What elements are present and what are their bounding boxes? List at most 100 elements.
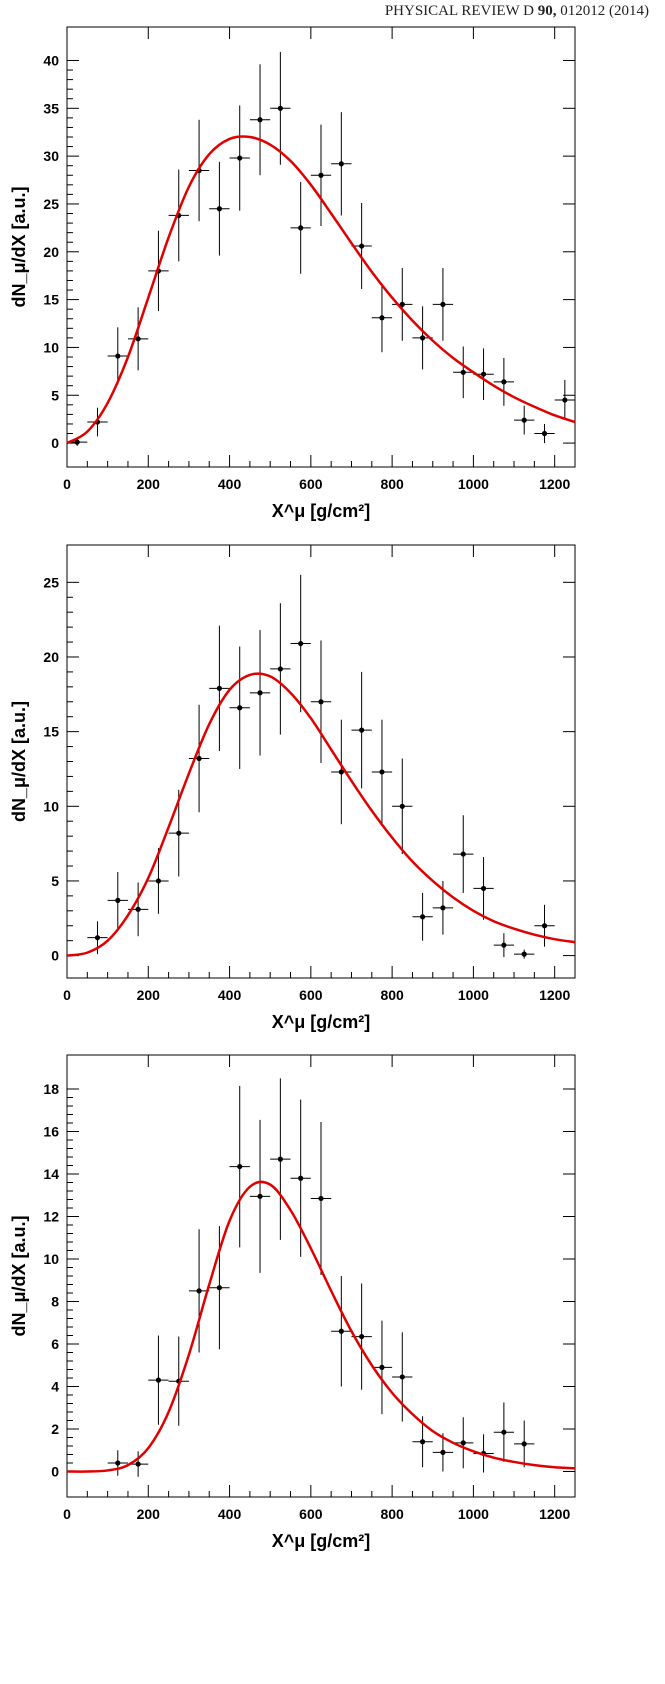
- x-axis-label: X^μ [g/cm²]: [272, 1531, 371, 1551]
- data-point: [216, 685, 222, 691]
- x-tick-label: 200: [137, 987, 161, 1003]
- data-point: [298, 640, 304, 647]
- data-point: [155, 1377, 162, 1383]
- data-point: [521, 1441, 527, 1447]
- data-point: [277, 105, 283, 111]
- y-tick-label: 0: [51, 948, 59, 964]
- y-tick-label: 18: [43, 1081, 59, 1097]
- y-tick-label: 25: [43, 196, 59, 212]
- data-point: [480, 371, 487, 377]
- y-tick-label: 6: [51, 1336, 59, 1352]
- fit-curve: [66, 672, 576, 957]
- y-tick-label: 4: [51, 1379, 59, 1395]
- y-tick-label: 40: [43, 52, 59, 68]
- data-point: [359, 243, 365, 249]
- data-point: [298, 1175, 304, 1181]
- y-tick-label: 14: [43, 1166, 59, 1182]
- plot-panel-3: 0 200 400 600 800 1000 1200 0 2 4 6 8 10 12 14 16 18 X^μ …: [9, 1054, 576, 1551]
- data-point: [115, 897, 121, 903]
- x-tick-label: 200: [137, 476, 161, 492]
- fit-curve: [66, 1180, 576, 1473]
- data-point: [74, 439, 80, 445]
- article-number: 012012 (2014): [560, 3, 649, 19]
- y-tick-label: 8: [51, 1294, 59, 1310]
- x-tick-label: 1000: [458, 987, 489, 1003]
- data-point: [379, 769, 385, 775]
- data-point: [277, 666, 283, 672]
- data-point: [196, 755, 202, 762]
- plot-frame: [66, 26, 576, 468]
- x-tick-label: 0: [63, 987, 71, 1003]
- data-point: [521, 951, 527, 957]
- data-point: [460, 369, 466, 375]
- x-axis-label: X^μ [g/cm²]: [272, 1012, 371, 1032]
- data-point: [541, 923, 548, 929]
- x-tick-label: 600: [299, 1506, 323, 1522]
- y-tick-label: 20: [43, 244, 59, 260]
- data-point: [359, 727, 365, 733]
- data-point: [237, 155, 243, 161]
- data-point: [501, 942, 507, 948]
- y-tick-label: 15: [43, 724, 59, 740]
- data-point: [277, 1156, 283, 1162]
- data-point: [460, 1440, 466, 1446]
- y-axis-label: dN_μ/dX [a.u.]: [9, 1215, 29, 1336]
- data-point: [541, 430, 548, 437]
- x-tick-label: 1000: [458, 1506, 489, 1522]
- data-point: [318, 1195, 324, 1202]
- data-point: [237, 705, 243, 711]
- data-point: [501, 1429, 507, 1435]
- data-point: [359, 1333, 365, 1340]
- data-point: [379, 1364, 385, 1370]
- page-header: PHYSICAL REVIEW D 90, 012012 (2014): [0, 0, 665, 22]
- data-point: [257, 690, 263, 696]
- data-point: [338, 1328, 344, 1334]
- x-tick-label: 800: [380, 1506, 404, 1522]
- data-point: [257, 117, 263, 123]
- y-tick-label: 0: [51, 1464, 59, 1480]
- data-point: [216, 1285, 222, 1291]
- volume-number: 90,: [537, 3, 557, 19]
- data-point: [338, 161, 344, 167]
- x-tick-label: 200: [137, 1506, 161, 1522]
- data-point: [257, 1193, 263, 1199]
- data-point: [115, 1460, 121, 1466]
- x-tick-label: 1200: [539, 1506, 570, 1522]
- x-tick-label: 400: [218, 987, 242, 1003]
- x-axis-label: X^μ [g/cm²]: [272, 501, 371, 521]
- data-point: [420, 914, 426, 920]
- data-point: [237, 1163, 243, 1170]
- y-tick-label: 16: [43, 1124, 59, 1140]
- x-tick-label: 600: [299, 476, 323, 492]
- y-tick-label: 25: [43, 574, 59, 590]
- y-tick-label: 5: [51, 873, 59, 889]
- y-tick-label: 5: [51, 387, 59, 403]
- y-tick-label: 10: [43, 339, 59, 355]
- data-point: [440, 301, 446, 307]
- data-point: [318, 699, 324, 705]
- x-tick-label: 1200: [539, 476, 570, 492]
- y-tick-label: 0: [51, 435, 59, 451]
- y-tick-label: 30: [43, 148, 59, 164]
- data-point: [501, 379, 507, 385]
- y-tick-label: 35: [43, 100, 59, 116]
- y-tick-label: 12: [43, 1209, 59, 1225]
- x-tick-label: 0: [63, 476, 71, 492]
- x-tick-label: 800: [380, 476, 404, 492]
- data-point: [521, 417, 527, 423]
- x-tick-label: 400: [218, 1506, 242, 1522]
- data-point: [399, 803, 405, 809]
- y-tick-label: 10: [43, 798, 59, 814]
- journal-name: PHYSICAL REVIEW D: [384, 3, 534, 19]
- fit-curve: [66, 135, 576, 445]
- x-tick-label: 0: [63, 1506, 71, 1522]
- data-point: [176, 830, 182, 836]
- data-point: [318, 172, 324, 178]
- data-point: [379, 315, 385, 321]
- y-axis-label: dN_μ/dX [a.u.]: [9, 701, 29, 822]
- data-point: [420, 335, 426, 341]
- data-point: [440, 905, 446, 911]
- data-point: [562, 397, 568, 403]
- data-point: [399, 301, 405, 307]
- data-point: [155, 878, 162, 884]
